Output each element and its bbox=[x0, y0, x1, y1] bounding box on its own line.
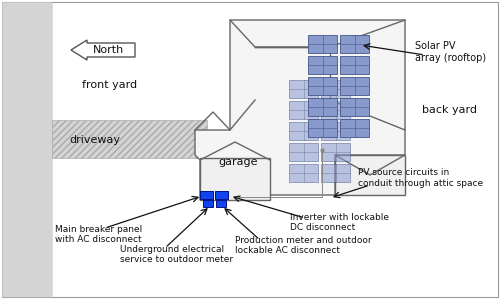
Text: driveway: driveway bbox=[70, 135, 120, 145]
Bar bbox=[289, 122, 318, 140]
Bar bbox=[308, 98, 337, 116]
Text: PV source circuits in
conduit through attic space: PV source circuits in conduit through at… bbox=[358, 168, 483, 188]
Bar bbox=[2, 2, 52, 297]
Text: Main breaker panel
with AC disconnect: Main breaker panel with AC disconnect bbox=[55, 225, 142, 244]
Bar bbox=[321, 143, 350, 161]
FancyArrow shape bbox=[71, 40, 135, 60]
Bar bbox=[200, 158, 270, 200]
Text: Inverter with lockable
DC disconnect: Inverter with lockable DC disconnect bbox=[290, 213, 389, 232]
Bar bbox=[308, 35, 337, 53]
Bar bbox=[321, 80, 350, 98]
Text: Solar PV
array (rooftop): Solar PV array (rooftop) bbox=[415, 41, 486, 63]
Bar bbox=[308, 119, 337, 137]
Bar bbox=[289, 143, 318, 161]
Bar bbox=[308, 56, 337, 74]
Bar bbox=[340, 56, 369, 74]
Bar bbox=[52, 120, 207, 158]
Bar bbox=[308, 77, 337, 95]
Bar bbox=[215, 191, 228, 199]
Text: Underground electrical
service to outdoor meter: Underground electrical service to outdoo… bbox=[120, 245, 233, 264]
Bar bbox=[321, 164, 350, 182]
Bar bbox=[340, 35, 369, 53]
Bar bbox=[321, 122, 350, 140]
Bar bbox=[289, 80, 318, 98]
Text: garage: garage bbox=[218, 157, 258, 167]
Bar bbox=[340, 77, 369, 95]
Bar bbox=[321, 101, 350, 119]
Text: Production meter and outdoor
lockable AC disconnect: Production meter and outdoor lockable AC… bbox=[235, 236, 372, 255]
Bar bbox=[340, 119, 369, 137]
Bar bbox=[2, 2, 52, 297]
Polygon shape bbox=[195, 20, 405, 200]
Text: front yard: front yard bbox=[82, 80, 138, 90]
Text: North: North bbox=[92, 45, 124, 55]
Bar bbox=[200, 191, 213, 199]
Polygon shape bbox=[335, 155, 405, 195]
Bar bbox=[289, 101, 318, 119]
Bar bbox=[340, 98, 369, 116]
Bar bbox=[203, 200, 213, 207]
Bar bbox=[216, 200, 226, 207]
Bar bbox=[289, 164, 318, 182]
Text: back yard: back yard bbox=[422, 105, 478, 115]
